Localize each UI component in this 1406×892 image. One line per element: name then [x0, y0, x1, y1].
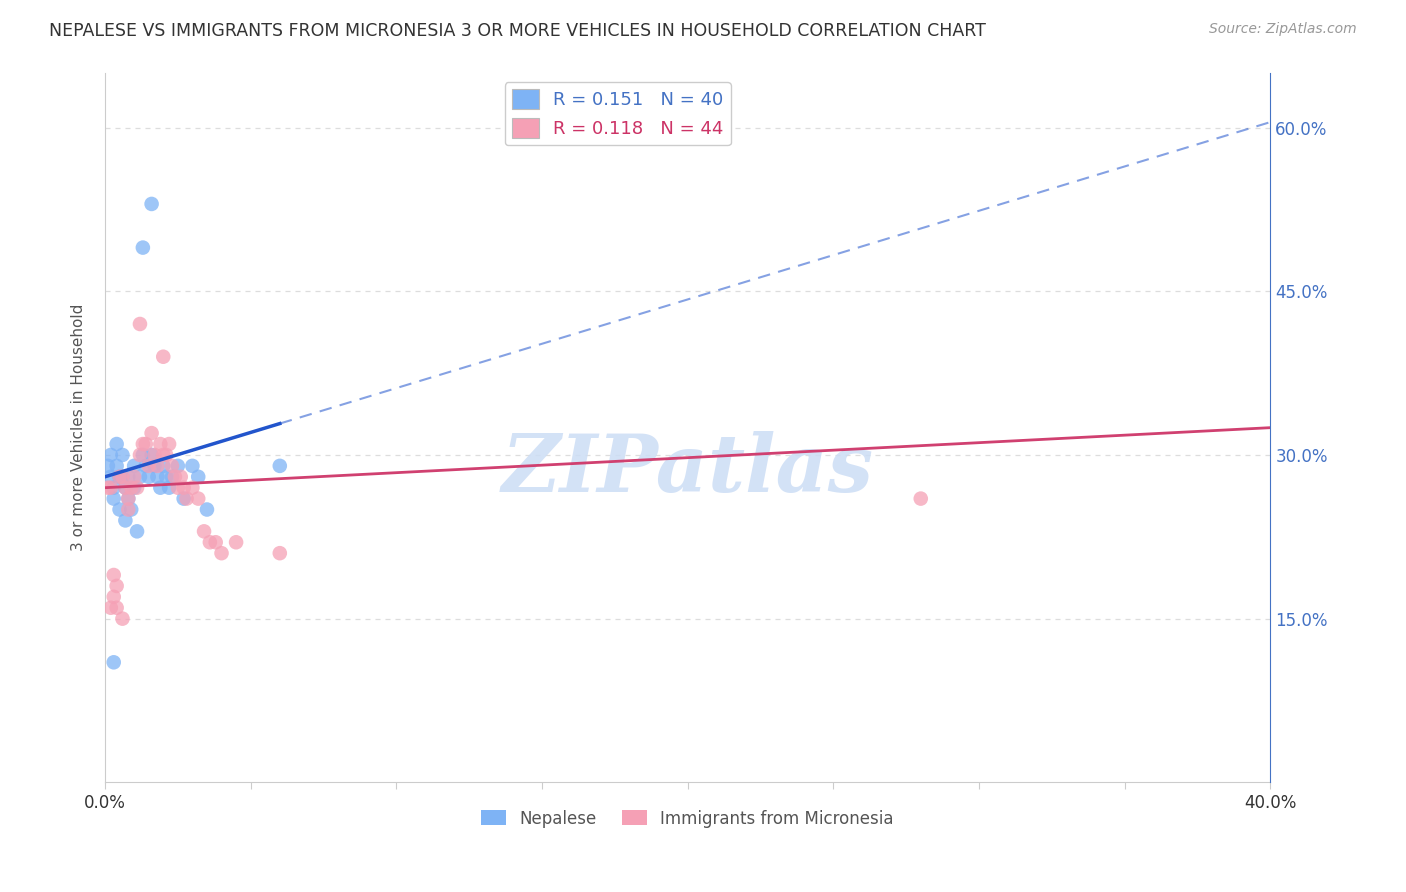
Point — [103, 655, 125, 669]
Point — [141, 197, 163, 211]
Point — [181, 481, 204, 495]
Point — [157, 481, 180, 495]
Point — [269, 546, 291, 560]
Point — [155, 470, 177, 484]
Point — [108, 470, 131, 484]
Point — [97, 481, 120, 495]
Point — [111, 470, 134, 484]
Point — [910, 491, 932, 506]
Legend: Nepalese, Immigrants from Micronesia: Nepalese, Immigrants from Micronesia — [475, 803, 901, 834]
Point — [160, 470, 183, 484]
Point — [135, 437, 157, 451]
Point — [108, 470, 131, 484]
Point — [132, 437, 155, 451]
Point — [166, 458, 188, 473]
Point — [117, 470, 139, 484]
Point — [114, 481, 136, 495]
Point — [120, 502, 142, 516]
Point — [122, 470, 145, 484]
Point — [120, 481, 142, 495]
Point — [117, 491, 139, 506]
Point — [129, 448, 152, 462]
Point — [155, 448, 177, 462]
Text: ZIPatlas: ZIPatlas — [502, 432, 873, 509]
Point — [152, 448, 174, 462]
Point — [211, 546, 233, 560]
Point — [173, 491, 195, 506]
Point — [193, 524, 215, 539]
Point — [103, 481, 125, 495]
Point — [125, 524, 148, 539]
Point — [122, 481, 145, 495]
Point — [108, 502, 131, 516]
Point — [100, 481, 122, 495]
Point — [103, 568, 125, 582]
Point — [269, 458, 291, 473]
Point — [160, 458, 183, 473]
Point — [173, 481, 195, 495]
Point — [187, 491, 209, 506]
Point — [170, 470, 193, 484]
Point — [100, 470, 122, 484]
Point — [152, 458, 174, 473]
Point — [111, 612, 134, 626]
Point — [97, 458, 120, 473]
Point — [181, 458, 204, 473]
Point — [135, 458, 157, 473]
Point — [138, 458, 160, 473]
Point — [132, 241, 155, 255]
Point — [100, 600, 122, 615]
Point — [146, 470, 169, 484]
Point — [103, 491, 125, 506]
Point — [225, 535, 247, 549]
Point — [152, 350, 174, 364]
Y-axis label: 3 or more Vehicles in Household: 3 or more Vehicles in Household — [72, 304, 86, 551]
Point — [132, 448, 155, 462]
Point — [149, 481, 172, 495]
Point — [117, 502, 139, 516]
Point — [146, 458, 169, 473]
Point — [111, 448, 134, 462]
Point — [114, 481, 136, 495]
Point — [117, 491, 139, 506]
Point — [143, 448, 166, 462]
Point — [114, 513, 136, 527]
Point — [157, 437, 180, 451]
Point — [141, 448, 163, 462]
Point — [195, 502, 218, 516]
Point — [105, 600, 128, 615]
Point — [129, 470, 152, 484]
Point — [105, 458, 128, 473]
Point — [149, 437, 172, 451]
Point — [111, 470, 134, 484]
Point — [141, 426, 163, 441]
Point — [105, 437, 128, 451]
Point — [129, 317, 152, 331]
Point — [105, 579, 128, 593]
Point — [163, 470, 186, 484]
Point — [143, 458, 166, 473]
Point — [103, 590, 125, 604]
Point — [176, 491, 198, 506]
Point — [166, 481, 188, 495]
Point — [187, 470, 209, 484]
Point — [100, 448, 122, 462]
Point — [138, 470, 160, 484]
Point — [122, 458, 145, 473]
Text: NEPALESE VS IMMIGRANTS FROM MICRONESIA 3 OR MORE VEHICLES IN HOUSEHOLD CORRELATI: NEPALESE VS IMMIGRANTS FROM MICRONESIA 3… — [49, 22, 986, 40]
Point — [204, 535, 226, 549]
Point — [198, 535, 221, 549]
Point — [125, 481, 148, 495]
Text: Source: ZipAtlas.com: Source: ZipAtlas.com — [1209, 22, 1357, 37]
